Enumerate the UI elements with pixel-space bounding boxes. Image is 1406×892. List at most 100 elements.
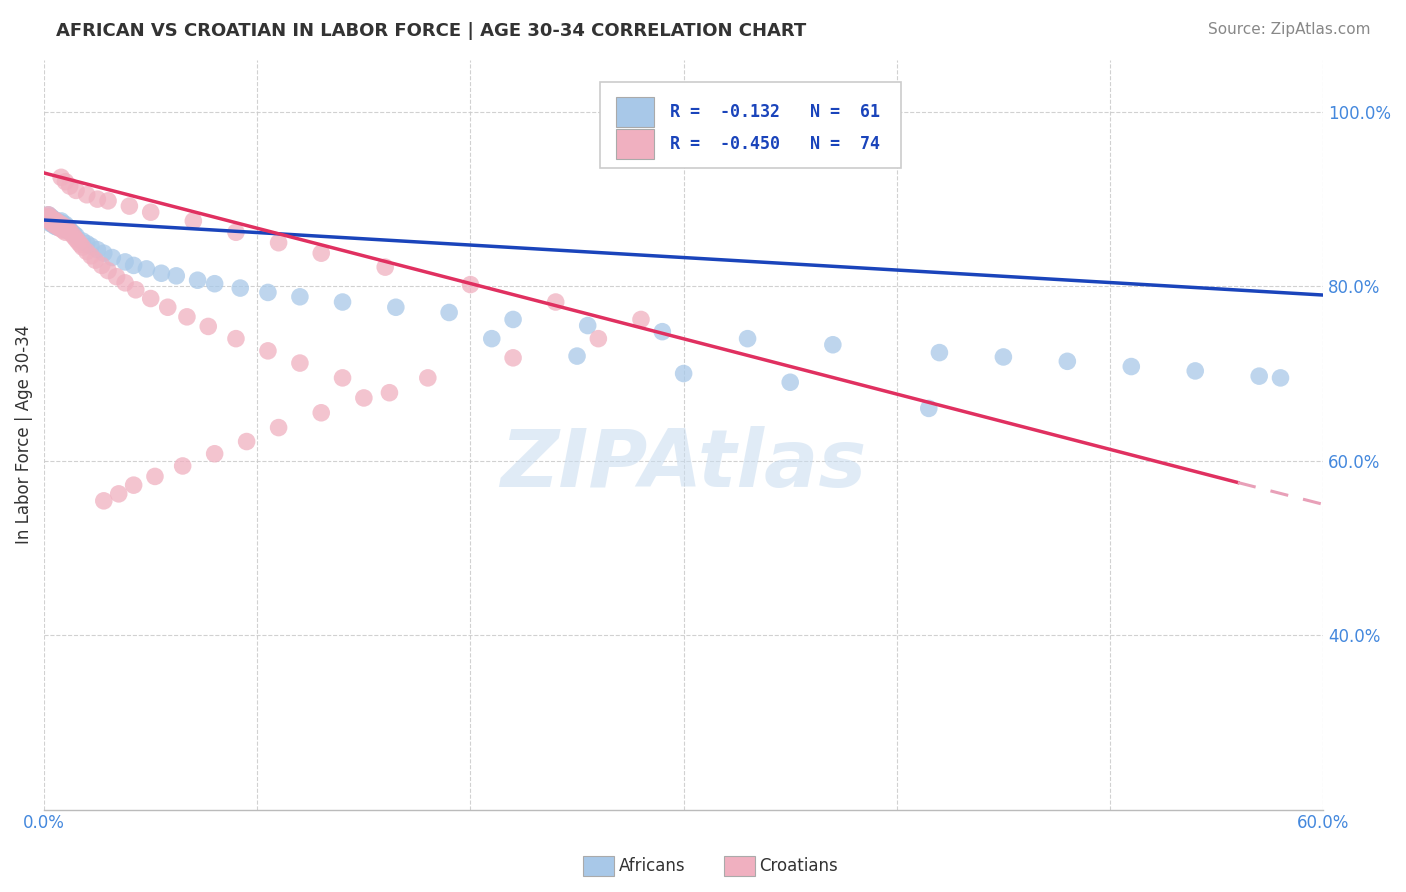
Text: Source: ZipAtlas.com: Source: ZipAtlas.com: [1208, 22, 1371, 37]
Point: [114, 255, 136, 269]
Point: [1249, 369, 1271, 384]
Point: [437, 305, 460, 319]
Point: [1184, 364, 1206, 378]
Point: [1121, 359, 1143, 374]
Point: [165, 268, 187, 283]
Point: [56, 221, 79, 235]
Point: [76, 244, 98, 259]
Point: [86, 192, 108, 206]
Point: [93, 246, 115, 260]
Point: [122, 259, 145, 273]
Point: [374, 260, 396, 274]
Point: [37, 208, 59, 222]
Point: [101, 251, 124, 265]
Point: [51, 170, 73, 185]
Point: [204, 447, 226, 461]
Point: [135, 261, 157, 276]
Point: [229, 281, 252, 295]
Point: [63, 227, 86, 241]
Point: [235, 434, 257, 449]
Point: [651, 325, 673, 339]
Y-axis label: In Labor Force | Age 30-34: In Labor Force | Age 30-34: [15, 325, 32, 544]
Point: [139, 205, 162, 219]
Point: [332, 295, 354, 310]
Point: [353, 391, 375, 405]
Point: [80, 249, 103, 263]
Point: [72, 234, 94, 248]
Point: [76, 187, 98, 202]
Point: [93, 493, 115, 508]
Point: [41, 212, 63, 227]
Point: [48, 217, 70, 231]
Point: [55, 222, 77, 236]
Point: [114, 276, 136, 290]
Point: [97, 263, 120, 277]
Text: R =  -0.132   N =  61: R = -0.132 N = 61: [669, 103, 880, 121]
Text: R =  -0.450   N =  74: R = -0.450 N = 74: [669, 136, 880, 153]
Point: [630, 312, 652, 326]
Point: [45, 215, 67, 229]
Point: [565, 349, 588, 363]
Point: [90, 259, 112, 273]
Point: [1056, 354, 1078, 368]
Point: [481, 332, 503, 346]
FancyBboxPatch shape: [616, 129, 654, 160]
Point: [45, 217, 67, 231]
Point: [187, 273, 209, 287]
Point: [39, 217, 62, 231]
FancyBboxPatch shape: [600, 82, 901, 169]
Point: [156, 300, 179, 314]
Point: [225, 332, 247, 346]
Point: [52, 217, 75, 231]
Point: [204, 277, 226, 291]
Point: [52, 219, 75, 234]
Point: [44, 215, 66, 229]
Point: [84, 253, 107, 268]
Point: [44, 213, 66, 227]
Point: [197, 319, 219, 334]
FancyBboxPatch shape: [616, 97, 654, 127]
Point: [172, 458, 194, 473]
Point: [55, 220, 77, 235]
Point: [41, 211, 63, 226]
Point: [737, 332, 759, 346]
Point: [779, 376, 801, 390]
Point: [37, 213, 59, 227]
Point: [37, 208, 59, 222]
Point: [45, 219, 67, 234]
Point: [35, 211, 58, 226]
Point: [51, 218, 73, 232]
Point: [1270, 371, 1292, 385]
Point: [176, 310, 198, 324]
Text: Africans: Africans: [619, 857, 685, 875]
Point: [107, 487, 129, 501]
Text: AFRICAN VS CROATIAN IN LABOR FORCE | AGE 30-34 CORRELATION CHART: AFRICAN VS CROATIAN IN LABOR FORCE | AGE…: [56, 22, 807, 40]
Point: [41, 217, 63, 231]
Point: [928, 345, 950, 359]
Point: [48, 219, 70, 234]
Point: [105, 269, 128, 284]
Point: [35, 210, 58, 224]
Point: [37, 214, 59, 228]
Point: [51, 214, 73, 228]
Point: [118, 199, 141, 213]
Point: [45, 220, 67, 235]
Point: [39, 211, 62, 225]
Point: [55, 175, 77, 189]
Point: [55, 225, 77, 239]
Point: [502, 312, 524, 326]
Point: [97, 194, 120, 208]
Point: [416, 371, 439, 385]
Point: [63, 229, 86, 244]
Point: [183, 214, 205, 228]
Point: [39, 210, 62, 224]
Point: [52, 221, 75, 235]
Point: [257, 343, 280, 358]
Point: [143, 469, 166, 483]
Point: [588, 332, 610, 346]
Point: [72, 240, 94, 254]
Point: [48, 215, 70, 229]
Point: [288, 290, 311, 304]
Text: Croatians: Croatians: [759, 857, 838, 875]
Point: [48, 220, 70, 235]
